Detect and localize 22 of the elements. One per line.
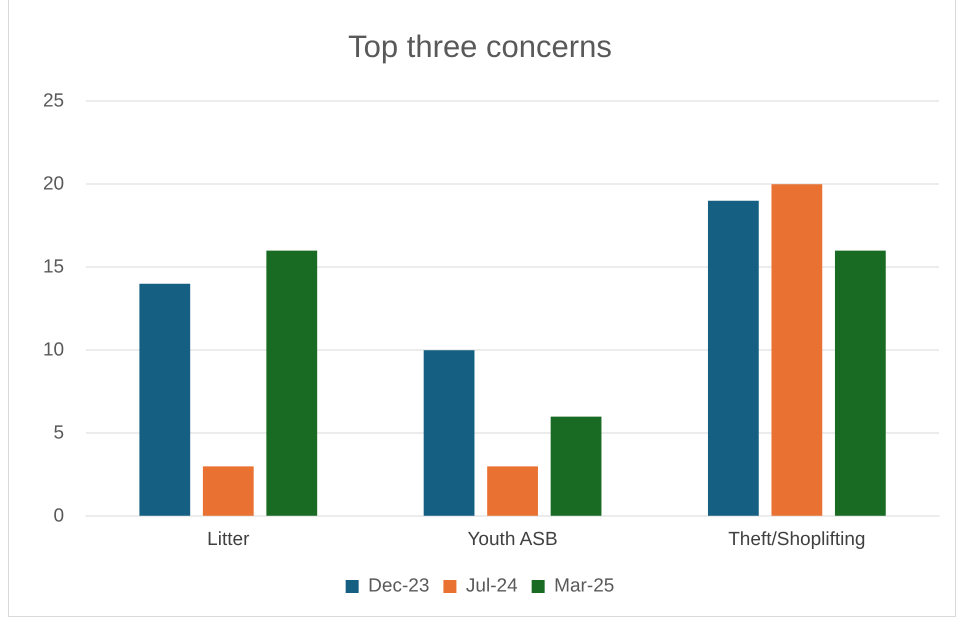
bar: [202, 466, 254, 516]
y-tick-label: 25: [42, 90, 64, 112]
bar: [424, 350, 474, 516]
x-tick-label: Youth ASB: [467, 528, 558, 550]
bar: [771, 184, 822, 516]
bar: [139, 284, 190, 516]
x-tick-label: Theft/Shoplifting: [728, 528, 866, 550]
y-tick-label: 5: [54, 422, 64, 444]
bar: [708, 200, 759, 516]
y-tick-label: 0: [54, 505, 64, 526]
bar: [834, 250, 886, 516]
x-tick-label: Litter: [207, 528, 250, 550]
bar: [550, 416, 602, 516]
y-tick-label: 10: [42, 339, 64, 360]
legend-label: Mar-25: [554, 576, 614, 597]
bar: [266, 250, 318, 516]
legend-label: Jul-24: [466, 576, 518, 597]
y-tick-label: 20: [42, 173, 64, 194]
chart-title: Top three concerns: [348, 29, 612, 64]
legend-label: Dec-23: [368, 576, 430, 597]
bar: [487, 466, 538, 516]
y-tick-label: 15: [42, 256, 64, 278]
